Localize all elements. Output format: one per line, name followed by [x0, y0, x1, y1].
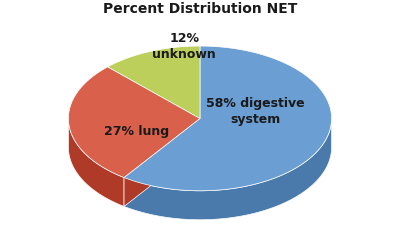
- Polygon shape: [124, 118, 200, 206]
- Text: 12%
unknown: 12% unknown: [152, 32, 216, 60]
- Text: 27% lung: 27% lung: [104, 125, 170, 138]
- Polygon shape: [68, 119, 124, 206]
- Polygon shape: [124, 46, 332, 191]
- Polygon shape: [68, 67, 200, 178]
- Polygon shape: [108, 46, 200, 118]
- Text: 58% digestive
system: 58% digestive system: [206, 97, 304, 126]
- Ellipse shape: [68, 75, 332, 220]
- Text: Percent Distribution NET: Percent Distribution NET: [103, 2, 297, 16]
- Polygon shape: [124, 120, 332, 220]
